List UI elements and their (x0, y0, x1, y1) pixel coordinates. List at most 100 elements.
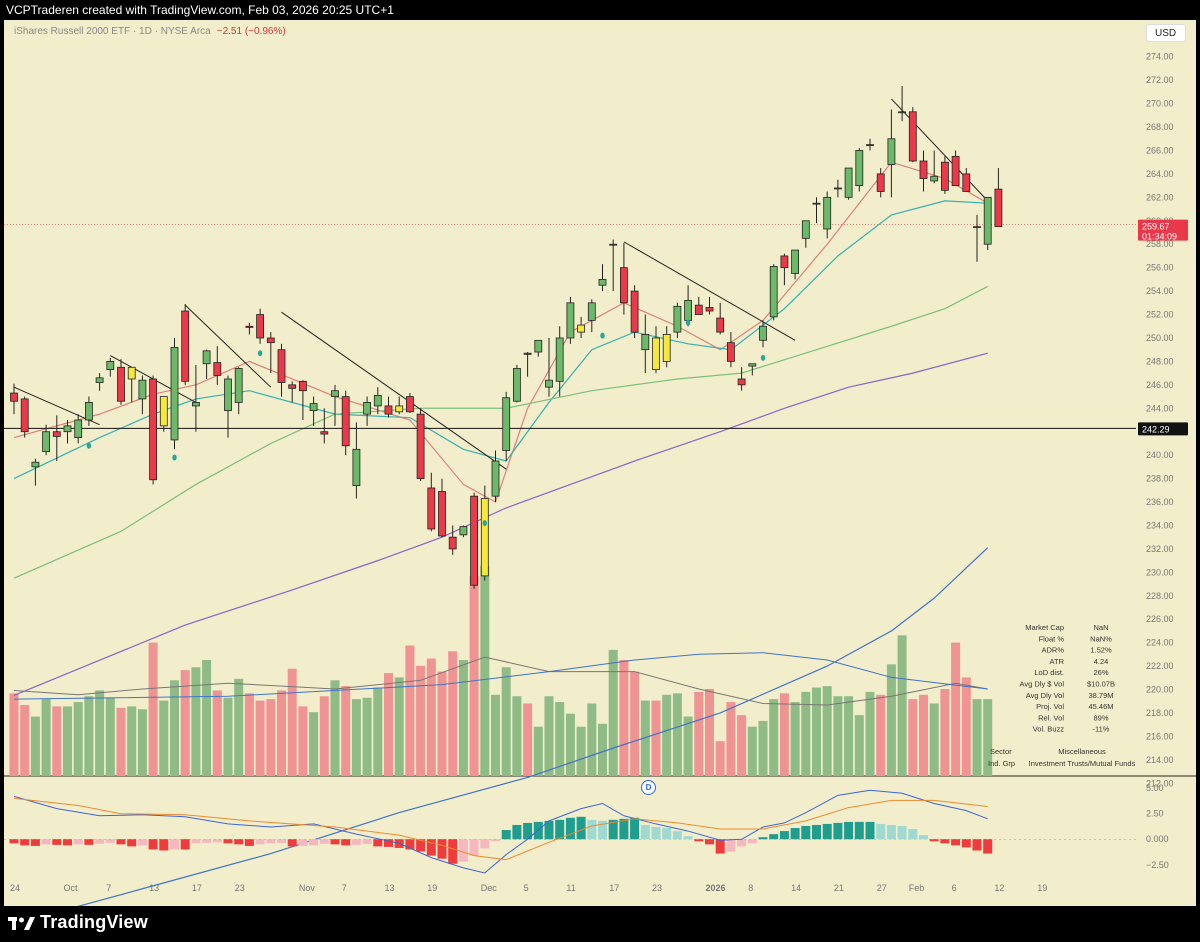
volume-bar (619, 660, 629, 776)
candle-body (727, 342, 735, 362)
candle-body (662, 334, 671, 362)
volume-bar (972, 699, 982, 776)
volume-bar (30, 716, 40, 776)
volume-bar (416, 665, 426, 776)
stats-label: Avg Dly $ Vol (1020, 680, 1065, 689)
date-tick-label: 19 (427, 883, 437, 893)
price-tick-label: 212.00 (1146, 778, 1174, 788)
macd-histogram-bar (426, 839, 436, 856)
macd-tick-label: −2.50 (1146, 860, 1169, 870)
candle-body (213, 362, 222, 376)
volume-bar (469, 575, 479, 776)
volume-bar (95, 690, 105, 776)
price-tick-label: 228.00 (1146, 591, 1174, 601)
price-tick-label: 224.00 (1146, 638, 1174, 648)
volume-bar (52, 706, 62, 776)
macd-histogram-bar (951, 839, 961, 846)
candle-body (74, 419, 83, 438)
date-tick-label: 21 (834, 883, 844, 893)
tradingview-logo[interactable]: TradingView (8, 912, 148, 933)
macd-histogram-bar (341, 839, 351, 846)
volume-bar (662, 694, 672, 776)
macd-histogram-bar (726, 839, 736, 852)
trendline (184, 304, 272, 388)
macd-histogram-bar (640, 824, 650, 840)
macd-histogram-bar (608, 819, 618, 840)
volume-bar (576, 726, 586, 776)
price-tick-label: 246.00 (1146, 380, 1174, 390)
candle-body (587, 302, 596, 321)
macd-histogram-bar (854, 821, 864, 840)
candle-body (448, 536, 457, 550)
volume-bar (180, 670, 190, 776)
candle-body (523, 352, 532, 355)
footer-bar: TradingView (0, 906, 1200, 942)
volume-bar (127, 706, 137, 776)
date-tick-label: 14 (791, 883, 801, 893)
stats-value: $10.07B (1087, 680, 1115, 689)
candle-body (480, 498, 489, 577)
volume-ma-long-line (13, 652, 988, 700)
candle-body (598, 278, 607, 286)
candle-body (52, 431, 61, 437)
price-tick-label: 232.00 (1146, 544, 1174, 554)
macd-histogram-bar (84, 839, 94, 845)
volume-bar (287, 668, 297, 776)
volume-bar (255, 700, 265, 776)
macd-line (13, 789, 988, 874)
volume-bar (351, 699, 361, 776)
volume-bar (170, 680, 179, 776)
price-tick-label: 216.00 (1146, 731, 1174, 741)
signal-dot (172, 454, 177, 461)
volume-bar (137, 709, 147, 776)
macd-histogram-bar (672, 831, 682, 840)
volume-bar (747, 726, 757, 776)
volume-bar (212, 690, 222, 776)
volume-bar (598, 723, 607, 776)
volume-bar (277, 690, 286, 776)
date-tick-label: 17 (192, 883, 202, 893)
candle-body (395, 405, 404, 413)
date-tick-label: Nov (299, 883, 316, 893)
candle-body (973, 226, 981, 229)
candle-body (609, 243, 618, 246)
macd-histogram-bar (705, 839, 714, 845)
signal-dot (86, 442, 92, 449)
volume-bar (726, 702, 736, 776)
candle-body (117, 366, 125, 402)
candle-body (769, 266, 778, 318)
level-price-tag-text: 242.29 (1142, 424, 1170, 434)
symbol-title[interactable]: iShares Russell 2000 ETF · 1D · NYSE Arc… (14, 26, 211, 37)
level-price-tag: 242.29 (1138, 422, 1188, 436)
volume-bar (41, 699, 51, 776)
volume-bar (865, 691, 875, 776)
macd-histogram-bar (790, 828, 800, 840)
volume-bar (148, 642, 158, 776)
dividend-marker-icon[interactable]: D (641, 780, 656, 795)
signal-dot (257, 350, 263, 357)
candle-body (459, 526, 468, 536)
currency-button[interactable]: USD (1146, 24, 1186, 42)
price-tick-label: 222.00 (1146, 661, 1174, 671)
volume-bar (694, 691, 704, 776)
stats-value: NaN% (1090, 634, 1112, 643)
macd-histogram-bar (544, 820, 554, 840)
chart-panel[interactable]: 212.00 214.00 216.00 218.00 220.00 222.00 224.… (4, 20, 1196, 906)
macd-histogram-bar (458, 839, 468, 862)
chart-svg[interactable]: 212.00 214.00 216.00 218.00 220.00 222.00 224.… (4, 20, 1196, 906)
level-price-tag-bg (1138, 422, 1188, 436)
volume-bar (940, 689, 950, 776)
macd-histogram-bar (833, 822, 843, 840)
macd-histogram-bar (41, 839, 51, 845)
volume-bar (715, 741, 725, 776)
macd-histogram-bar (95, 839, 105, 844)
candle-body (31, 461, 40, 468)
macd-histogram-bar (897, 825, 907, 840)
symbol-legend[interactable]: iShares Russell 2000 ETF · 1D · NYSE Arc… (14, 26, 286, 37)
candle-body (470, 495, 479, 586)
price-tick-label: 256.00 (1146, 263, 1174, 273)
volume-bar (683, 716, 693, 776)
macd-histogram-bar (180, 839, 190, 850)
signal-dot (600, 332, 605, 339)
volume-bar (330, 680, 340, 776)
